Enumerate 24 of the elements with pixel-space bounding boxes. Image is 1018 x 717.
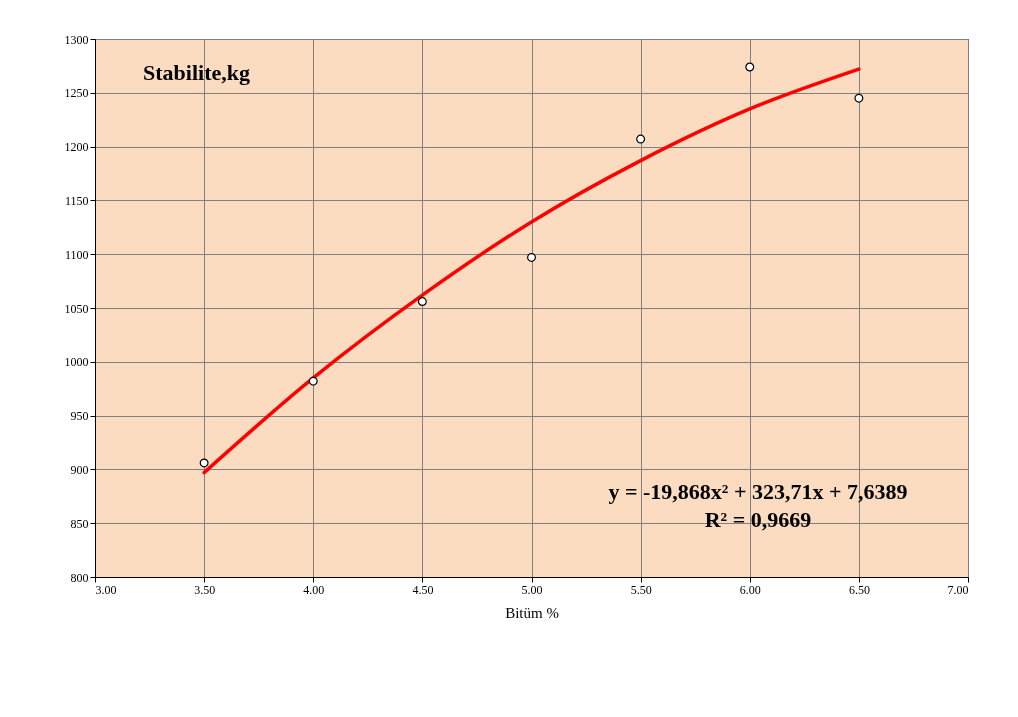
- text: Stabilite,kg: [143, 60, 250, 85]
- y-tick-label: 1000: [64, 355, 89, 370]
- x-tick-label: 7.00: [947, 582, 969, 597]
- x-tick-label: 5.00: [521, 582, 543, 597]
- x-tick-label: 5.50: [630, 582, 652, 597]
- y-tick-label: 900: [70, 462, 89, 477]
- y-tick-label: 1150: [64, 193, 89, 208]
- y-tick-label: 950: [70, 409, 89, 424]
- x-tick-label: 4.50: [412, 582, 434, 597]
- y-tick-label: 1200: [64, 140, 89, 155]
- y-tick-label: 1300: [64, 32, 89, 47]
- y-tick-label: 1250: [64, 86, 89, 101]
- x-tick-label: 6.00: [739, 582, 761, 597]
- x-tick-label: 4.00: [303, 582, 325, 597]
- y-tick-label: 800: [70, 570, 89, 585]
- annotation: R² = 0,9669: [704, 507, 812, 532]
- annotation: y = -19,868x² + 323,71x + 7,6389: [608, 479, 908, 504]
- x-tick-label: 6.50: [848, 582, 870, 597]
- x-axis-title: Bitüm %: [505, 604, 559, 621]
- y-tick-label: 1050: [64, 301, 89, 316]
- y-tick-label: 850: [70, 516, 89, 531]
- x-tick-label: 3.00: [95, 582, 117, 597]
- y-tick-label: 1100: [64, 247, 89, 262]
- x-tick-label: 3.50: [194, 582, 216, 597]
